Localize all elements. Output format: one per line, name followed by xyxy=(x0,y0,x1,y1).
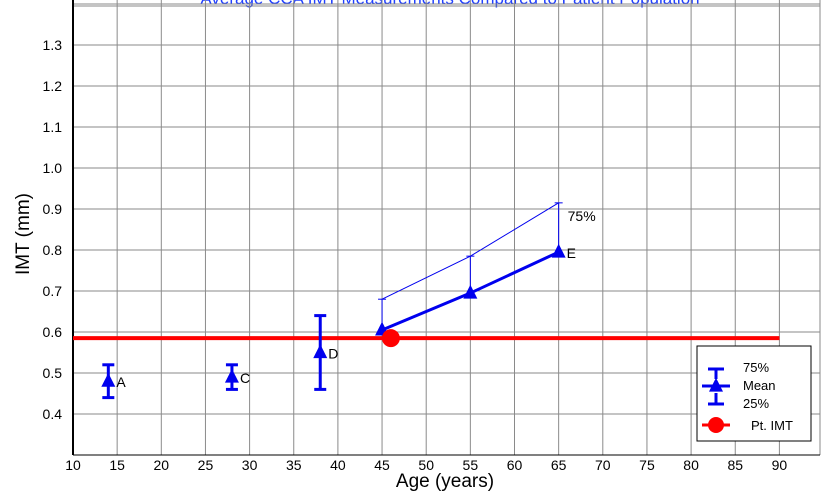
x-tick-label: 20 xyxy=(154,457,170,473)
x-tick-label: 90 xyxy=(772,457,788,473)
legend-label: 25% xyxy=(743,396,769,411)
x-tick-label: 10 xyxy=(65,457,81,473)
legend-label: Mean xyxy=(743,378,776,393)
legend-swatch-mean xyxy=(709,377,723,392)
mean-marker xyxy=(224,368,239,383)
x-tick-label: 85 xyxy=(727,457,743,473)
y-tick-label: 0.4 xyxy=(43,406,63,422)
legend-label: 75% xyxy=(743,360,769,375)
x-tick-label: 40 xyxy=(330,457,346,473)
tick-labels: 10 15 20 25 30 35 40 45 50 55 60 65 70 75 80 85 90 0.4 0.5… xyxy=(43,37,788,473)
legend-label: Pt. IMT xyxy=(751,418,793,433)
x-tick-label: 50 xyxy=(418,457,434,473)
x-tick-label: 75 xyxy=(639,457,655,473)
y-tick-label: 1.0 xyxy=(43,160,63,176)
mean-marker xyxy=(551,243,566,258)
x-tick-label: 60 xyxy=(507,457,523,473)
group-label: E xyxy=(567,245,576,261)
y-tick-label: 0.5 xyxy=(43,365,63,381)
x-tick-label: 25 xyxy=(198,457,214,473)
x-tick-label: 55 xyxy=(463,457,479,473)
p75-label: 75% xyxy=(568,208,596,224)
x-tick-label: 65 xyxy=(551,457,567,473)
y-tick-label: 1.3 xyxy=(43,37,63,53)
mean-marker xyxy=(313,344,328,359)
mean-marker xyxy=(463,284,478,299)
group-label: A xyxy=(116,374,126,390)
mean-marker xyxy=(101,372,116,387)
x-tick-label: 15 xyxy=(109,457,125,473)
y-tick-label: 1.2 xyxy=(43,78,63,94)
y-tick-label: 0.6 xyxy=(43,324,63,340)
x-axis-label: Age (years) xyxy=(396,471,494,492)
y-tick-label: 0.9 xyxy=(43,201,63,217)
x-tick-label: 45 xyxy=(374,457,390,473)
patient-imt-point xyxy=(381,329,400,348)
group-label: C xyxy=(240,370,250,386)
data-marks: A C D E 75% xyxy=(101,202,596,400)
group-label: D xyxy=(328,346,338,362)
y-axis-label: IMT (mm) xyxy=(13,193,34,275)
y-tick-label: 0.7 xyxy=(43,283,63,299)
x-tick-label: 35 xyxy=(286,457,302,473)
y-tick-label: 0.8 xyxy=(43,242,63,258)
y-tick-label: 1.1 xyxy=(43,119,63,135)
legend-swatch-patient xyxy=(708,417,724,433)
legend: 75% Mean 25% Pt. IMT xyxy=(696,345,812,442)
grid xyxy=(72,0,821,456)
x-tick-label: 30 xyxy=(242,457,258,473)
x-tick-label: 70 xyxy=(595,457,611,473)
x-tick-label: 80 xyxy=(683,457,699,473)
